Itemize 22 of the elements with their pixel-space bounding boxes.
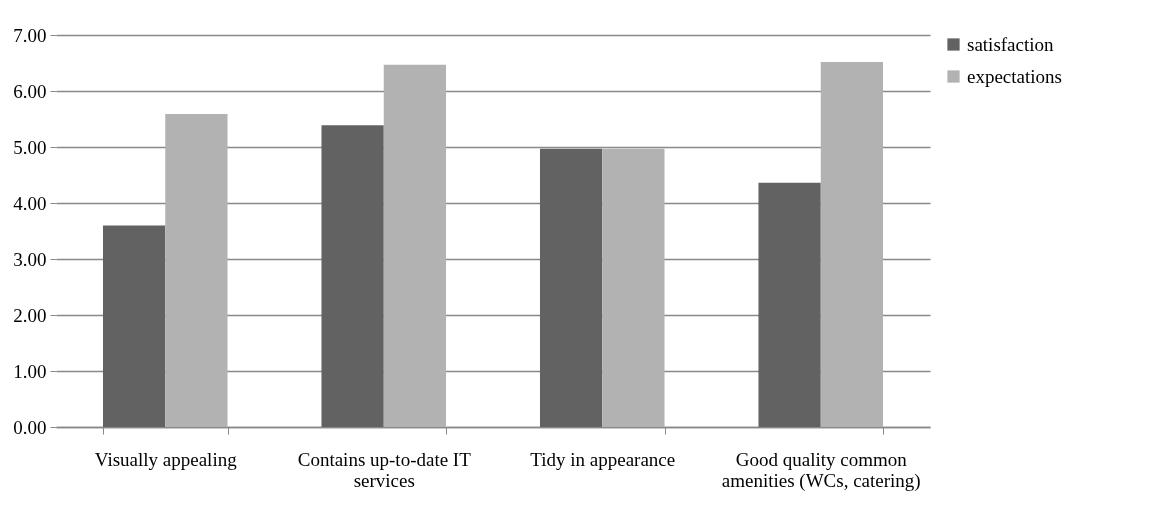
y-tick-label: 3.00 — [13, 248, 47, 270]
y-tick-label: 2.00 — [13, 304, 47, 326]
bar — [758, 182, 821, 427]
y-tick-label: 6.00 — [13, 80, 47, 102]
x-tick-label: Good quality common amenities (WCs, catering) — [721, 448, 921, 492]
bar — [539, 148, 603, 427]
y-tick-label: 0.00 — [13, 416, 47, 438]
x-tick-label: Tidy in appearance — [530, 448, 676, 470]
legend-label: satisfaction — [967, 33, 1055, 55]
bar — [820, 61, 884, 427]
y-tick-label: 4.00 — [13, 192, 47, 214]
bar — [102, 225, 166, 427]
x-tick-label: Visually appealing — [94, 448, 238, 470]
y-tick-label: 1.00 — [13, 360, 47, 382]
x-tick-label: Contains up-to-date IT services — [297, 448, 472, 491]
bar — [321, 125, 384, 427]
y-tick-label: 7.00 — [13, 24, 47, 46]
legend-label: expectations — [967, 65, 1062, 87]
bar — [602, 148, 665, 427]
bar — [383, 64, 447, 427]
y-tick-label: 5.00 — [13, 136, 47, 158]
bar — [165, 113, 228, 427]
